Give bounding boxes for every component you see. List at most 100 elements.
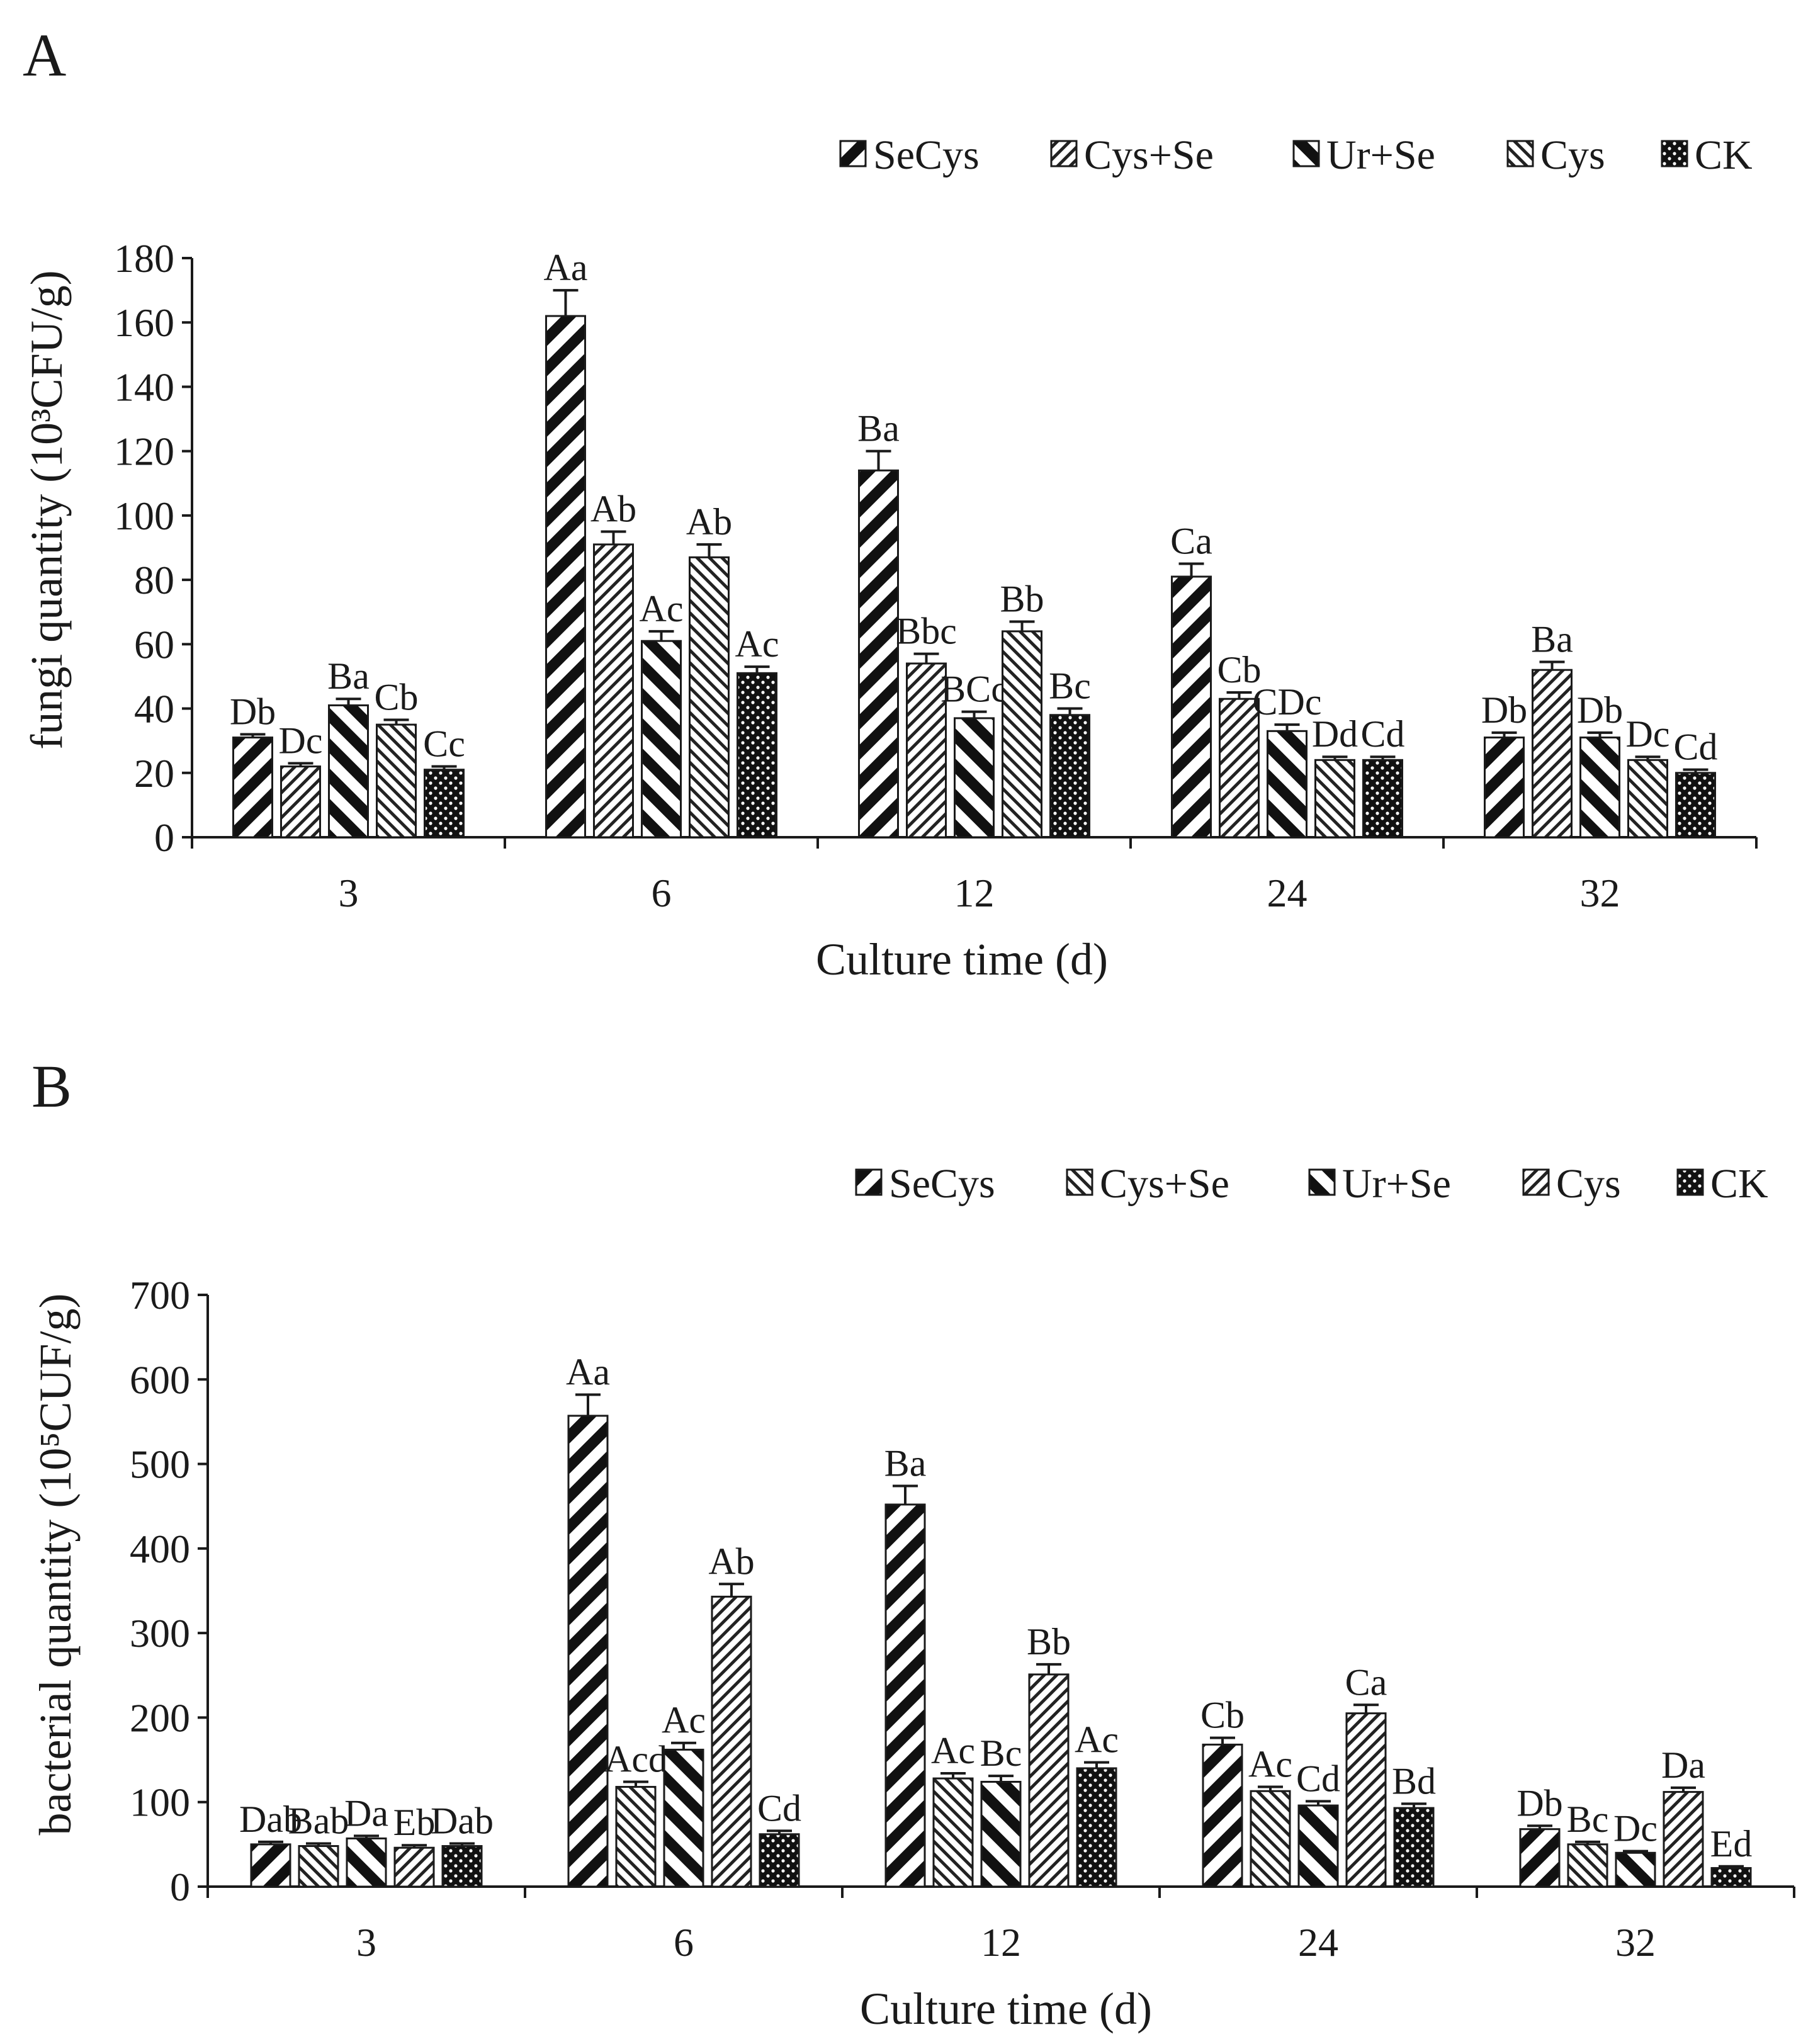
panel-b-legend-label: CK <box>1710 1161 1768 1207</box>
panel-a-bar-ur-se-12 <box>954 717 995 838</box>
panel-b-significance-label: Da <box>344 1792 388 1834</box>
panel-a-bar-cys-24 <box>1314 759 1355 838</box>
panel-b-significance-label: Cd <box>757 1787 801 1829</box>
panel-a-significance-label: BCc <box>940 669 1008 710</box>
panel-a-legend-label: Ur+Se <box>1326 132 1435 178</box>
panel-a-bar-secys-6 <box>545 315 586 838</box>
panel-b-significance-label: Dc <box>1613 1808 1658 1849</box>
panel-b-bar-ck-24 <box>1393 1807 1435 1888</box>
panel-b-x-tick-label: 24 <box>1298 1920 1338 1965</box>
panel-b-bar-cys-se-6 <box>615 1786 657 1888</box>
panel-b-y-tick-label: 0 <box>170 1865 190 1909</box>
panel-b-legend-swatch <box>1676 1168 1704 1196</box>
panel-b-significance-label: Cb <box>1200 1695 1245 1736</box>
panel-b-bar-secys-24 <box>1202 1743 1243 1888</box>
panel-b-x-axis-title: Culture time (d) <box>860 1984 1152 2034</box>
panel-a-bar-ck-24 <box>1362 759 1403 838</box>
panel-b-y-tick-label: 300 <box>130 1611 190 1656</box>
panel-a-y-tick-label: 140 <box>114 364 174 409</box>
panel-b-y-tick-label: 400 <box>130 1527 190 1571</box>
panel-a-bar-cys-se-32 <box>1532 669 1573 838</box>
panel-a-letter: A <box>23 21 66 89</box>
panel-a-y-tick-label: 160 <box>114 300 174 345</box>
panel-b-bar-cys-se-24 <box>1250 1790 1291 1888</box>
panel-b-significance-label: Da <box>1661 1744 1705 1786</box>
panel-a-significance-label: Db <box>230 691 276 732</box>
panel-b-bar-secys-3 <box>250 1843 291 1888</box>
panel-b-legend-item-cys: Cys <box>1522 1161 1621 1207</box>
panel-b-x-tick-label: 3 <box>356 1920 376 1965</box>
panel-a-significance-label: Dc <box>279 720 323 761</box>
panel-b-significance-label: Acd <box>604 1738 667 1780</box>
panel-a-significance-label: Db <box>1577 689 1623 731</box>
panel-a-legend-label: CK <box>1695 132 1753 178</box>
panel-a-significance-label: CDc <box>1253 681 1322 723</box>
panel-a-y-tick-label: 20 <box>134 751 174 796</box>
panel-a-bar-secys-24 <box>1171 575 1212 838</box>
panel-b-x-tick-label: 32 <box>1615 1920 1656 1965</box>
panel-b-significance-label: Ac <box>662 1700 706 1741</box>
panel-a-significance-label: Ca <box>1170 521 1212 562</box>
panel-b-significance-label: Dab <box>239 1798 302 1840</box>
panel-a-bar-secys-32 <box>1484 737 1525 838</box>
panel-b-x-tick-label: 6 <box>674 1920 694 1965</box>
panel-b-bar-ur-se-6 <box>663 1748 704 1888</box>
panel-b-significance-label: Ba <box>884 1442 927 1484</box>
panel-a-bar-cys-se-3 <box>280 765 321 838</box>
panel-b-legend-label: Cys+Se <box>1100 1161 1229 1207</box>
panel-a-significance-label: Cd <box>1673 726 1717 768</box>
panel-a-y-tick-label: 100 <box>114 494 174 538</box>
panel-a-legend-swatch <box>1506 140 1534 167</box>
panel-b-significance-label: Bd <box>1392 1760 1436 1802</box>
panel-a-axes: 0 20 40 60 80 100 120 140 160 180 3 6 12 24 32 <box>114 236 1758 915</box>
panel-b-bar-cys-12 <box>1028 1673 1070 1888</box>
panel-b-significance-label: Bb <box>1027 1621 1071 1663</box>
panel-a-bars: DbDcBaCbCcAaAbAcAbAcBaBbcBCcBbBcCaCbCDcD… <box>230 247 1718 838</box>
panel-b-significance-label: Dab <box>431 1800 494 1842</box>
panel-a-significance-label: Bbc <box>896 611 957 652</box>
panel-b-y-tick-label: 500 <box>130 1442 190 1487</box>
panel-b-bar-ur-se-3 <box>346 1837 387 1888</box>
panel-a-bar-cys-12 <box>1002 630 1042 838</box>
panel-a-legend-swatch <box>1050 140 1078 167</box>
panel-b-significance-label: Ac <box>1248 1744 1292 1785</box>
panel-a-bar-ur-se-3 <box>328 704 369 838</box>
panel-b-bar-cys-6 <box>711 1595 752 1888</box>
panel-a-legend-label: Cys+Se <box>1084 132 1214 178</box>
panel-b-legend-label: Ur+Se <box>1342 1161 1451 1207</box>
panel-a-legend-item-secys: SeCys <box>839 132 980 178</box>
panel-b-y-axis-title: bacterial quantity (10⁵CUF/g) <box>30 1294 81 1836</box>
panel-b-bar-cys-se-12 <box>932 1777 974 1888</box>
panel-b-significance-label: Ac <box>1075 1719 1119 1761</box>
panel-a-significance-label: Cb <box>374 676 418 718</box>
panel-a-x-tick-label: 32 <box>1580 871 1620 915</box>
panel-a-x-tick-label: 24 <box>1267 871 1308 915</box>
panel-b-significance-label: Ca <box>1345 1661 1387 1703</box>
panel-a-legend: SeCys Cys+Se Ur+Se Cys CK <box>839 132 1753 178</box>
panel-a-significance-label: Bb <box>1000 579 1044 620</box>
panel-a-bar-ck-6 <box>737 672 777 838</box>
panel-a-significance-label: Db <box>1481 689 1527 731</box>
panel-b-bar-cys-32 <box>1663 1791 1704 1888</box>
panel-b-x-tick-label: 12 <box>981 1920 1021 1965</box>
panel-a-significance-label: Dc <box>1626 713 1670 755</box>
panel-a-bar-cys-se-6 <box>593 543 634 838</box>
panel-a-bar-ck-12 <box>1049 714 1090 838</box>
panel-b-significance-label: Aa <box>566 1351 610 1392</box>
panel-a-legend-swatch <box>1292 140 1320 167</box>
panel-b-significance-label: Db <box>1516 1782 1562 1824</box>
panel-a-legend-swatch <box>839 140 867 167</box>
panel-a-x-axis-title: Culture time (d) <box>816 934 1108 985</box>
panel-a-x-tick-label: 6 <box>652 871 672 915</box>
panel-b-significance-label: Bab <box>288 1800 349 1842</box>
panel-a-bar-cys-3 <box>376 723 417 838</box>
panel-a-significance-label: Ab <box>686 501 732 543</box>
panel-b-bar-cys-se-32 <box>1567 1843 1608 1888</box>
panel-a-significance-label: Ba <box>857 408 900 449</box>
panel-a-legend-item-cys: Cys <box>1506 132 1605 178</box>
panel-a-bar-ur-se-24 <box>1267 730 1308 838</box>
panel-a-significance-label: Ac <box>640 588 684 630</box>
panel-a-x-tick-label: 12 <box>954 871 995 915</box>
